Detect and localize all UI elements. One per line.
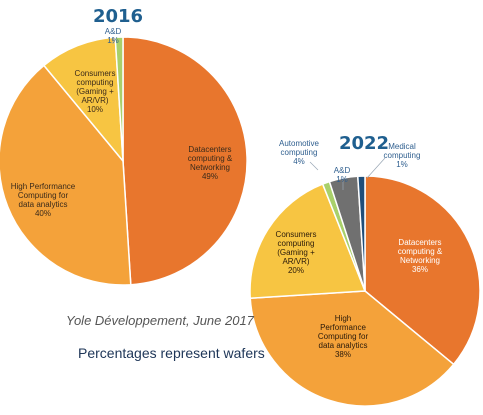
slice-label-2022-a-d: A&D 1% [334,166,351,184]
slice-2016-datacenters-computing-networking [122,36,248,286]
leader-line-2022-automotive-computing [309,161,319,171]
slice-label-2016-a-d: A&D 1% [105,27,122,45]
slice-label-2016-high-performance-computing-for-data-analytics: High Performance Computing for data analyt… [11,182,76,218]
slice-label-2022-automotive-computing: Automotive computing 4% [279,139,320,166]
pie-chart-2016: Datacenters computing & Networking 49% High … [0,6,248,286]
slice-label-2022-medical-computing: Medical computing 1% [384,142,421,169]
slice-2022-high-performance-computing-for-data-analytics [249,290,455,407]
chart-title-2022: 2022 [339,133,389,154]
chart-title-2016: 2016 [93,6,143,27]
slice-label-2022-consumers-computing-gaming-ar-vr: Consumers computing (Gaming + AR/VR) 20% [276,230,317,275]
slice-2022-datacenters-computing-networking [364,175,481,366]
slice-2016-consumers-computing-gaming-ar-vr [42,36,124,164]
pie-chart-2022: Datacenters computing & Networking 36% High P… [249,133,481,407]
slice-2022-medical-computing [356,175,366,292]
slice-2016-a-d [114,36,124,162]
wafer-note: Percentages represent wafers [78,345,265,361]
slice-label-2016-datacenters-computing-networking: Datacenters computing & Networking 49% [188,145,233,181]
slice-label-2016-consumers-computing-gaming-ar-vr: Consumers computing (Gaming + AR/VR) 10% [75,69,116,114]
slice-2022-consumers-computing-gaming-ar-vr [249,183,367,300]
slice-2016-high-performance-computing-for-data-analytics [0,64,132,286]
source-caption: Yole Développement, June 2017 [66,313,254,328]
slice-label-2022-high-performance-computing-for-data-analytics: High Performance Computing for data analyti… [318,314,369,359]
leader-line-2022-medical-computing [366,157,386,179]
slice-label-2022-datacenters-computing-networking: Datacenters computing & Networking 36% [398,238,443,274]
